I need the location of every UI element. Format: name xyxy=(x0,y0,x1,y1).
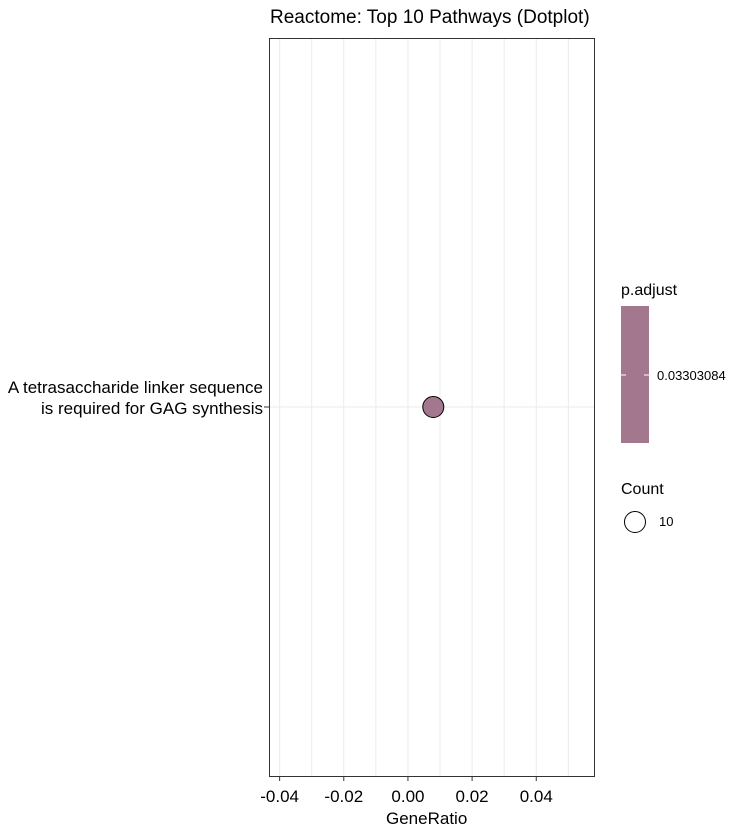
color-legend-title: p.adjust xyxy=(621,282,678,299)
x-axis-title: GeneRatio xyxy=(386,809,468,828)
size-legend-label: 10 xyxy=(659,514,674,529)
x-tick-label: 0.00 xyxy=(391,787,424,806)
plot-panel-border xyxy=(269,38,595,777)
y-tick-label: A tetrasaccharide linker sequence is req… xyxy=(7,378,263,418)
chart-title: Reactome: Top 10 Pathways (Dotplot) xyxy=(270,7,590,28)
x-axis: -0.04 -0.02 0.00 0.02 0.04 xyxy=(260,776,553,806)
data-point xyxy=(422,396,445,418)
color-legend-label: 0.03303084 xyxy=(657,368,726,383)
x-tick-label: -0.02 xyxy=(324,787,363,806)
count-legend-key xyxy=(624,511,646,533)
size-legend-title: Count xyxy=(621,481,664,498)
data-points xyxy=(422,396,445,418)
x-tick-label: -0.04 xyxy=(260,787,299,806)
x-tick-label: 0.02 xyxy=(456,787,489,806)
x-tick-label: 0.04 xyxy=(520,787,553,806)
